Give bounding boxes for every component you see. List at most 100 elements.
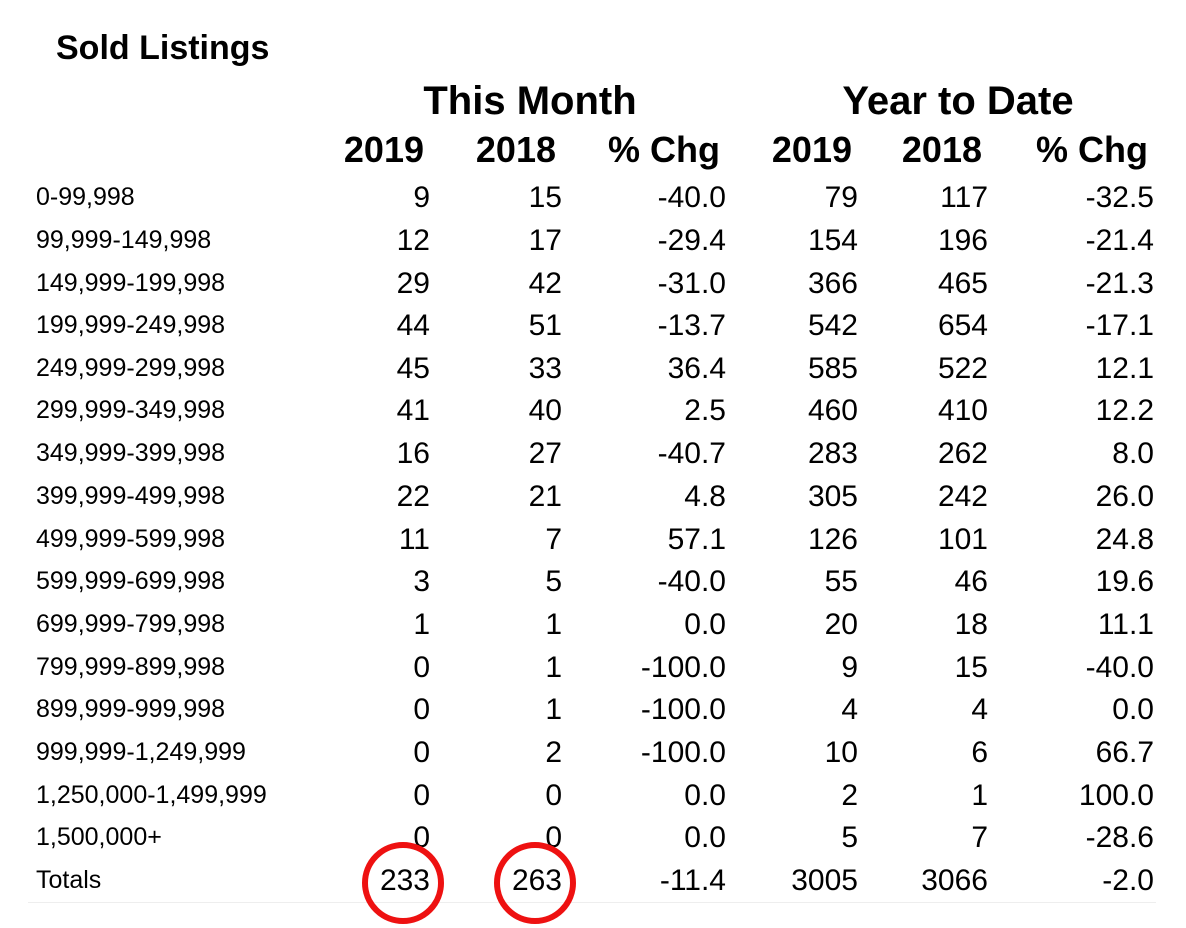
totals-row: Totals 233 263 -11.4 3005 3066 -2.0 (0, 861, 1186, 903)
cell-ytd-2018: 4 (971, 693, 988, 726)
cell-ytd-2019: 4 (841, 693, 858, 726)
price-range-label: 699,999-799,998 (36, 610, 226, 638)
price-range-label: 349,999-399,998 (36, 439, 226, 467)
cell-ytd-pct-chg: -21.4 (1085, 224, 1154, 257)
cell-ytd-pct-chg: 66.7 (1095, 736, 1154, 769)
table-row: 99,999-149,998 12 17 -29.4 154 196 -21.4 (0, 221, 1186, 263)
cell-month-2018: 0 (545, 779, 562, 812)
col-header-ytd-2018: 2018 (901, 129, 982, 170)
table-row: 199,999-249,998 44 51 -13.7 542 654 -17.… (0, 306, 1186, 348)
table-row: 499,999-599,998 11 7 57.1 126 101 24.8 (0, 520, 1186, 562)
cell-month-2019: 9 (413, 181, 430, 214)
cell-month-2018: 5 (545, 565, 562, 598)
cell-ytd-pct-chg: -32.5 (1085, 181, 1154, 214)
cell-month-2018: 15 (528, 181, 562, 214)
cell-ytd-pct-chg: -28.6 (1085, 821, 1154, 854)
totals-label: Totals (36, 866, 102, 894)
table-row: 399,999-499,998 22 21 4.8 305 242 26.0 (0, 477, 1186, 519)
cell-ytd-2018: 6 (971, 736, 988, 769)
cell-ytd-pct-chg: 11.1 (1097, 608, 1154, 641)
price-range-label: 599,999-699,998 (36, 567, 226, 595)
cell-month-pct-chg: -13.7 (657, 309, 726, 342)
cell-ytd-2018: 465 (937, 267, 988, 300)
cell-ytd-pct-chg: -17.1 (1085, 309, 1154, 342)
cell-month-2019: 0 (413, 779, 430, 812)
total-ytd-2019: 3005 (791, 864, 858, 897)
cell-ytd-2018: 262 (937, 437, 988, 470)
cell-month-2018: 1 (545, 651, 562, 684)
cell-ytd-pct-chg: -40.0 (1085, 651, 1154, 684)
cell-month-pct-chg: 36.4 (667, 352, 726, 385)
price-range-label: 399,999-499,998 (36, 482, 226, 510)
cell-ytd-2019: 305 (807, 480, 858, 513)
cell-month-2018: 21 (528, 480, 562, 513)
cell-ytd-2018: 18 (954, 608, 988, 641)
price-range-label: 1,500,000+ (36, 823, 162, 851)
cell-month-2019: 3 (413, 565, 430, 598)
cell-month-2019: 0 (413, 651, 430, 684)
cell-month-2018: 40 (528, 394, 562, 427)
group-header-year-to-date: Year to Date (842, 79, 1074, 123)
cell-ytd-pct-chg: 12.1 (1095, 352, 1154, 385)
table-row: 799,999-899,998 0 1 -100.0 9 15 -40.0 (0, 648, 1186, 690)
cell-ytd-2018: 101 (937, 523, 988, 556)
cell-month-2019: 0 (413, 736, 430, 769)
highlight-circle-total-2019 (362, 842, 444, 924)
cell-month-2018: 17 (528, 224, 562, 257)
cell-ytd-2018: 15 (954, 651, 988, 684)
table-row: 149,999-199,998 29 42 -31.0 366 465 -21.… (0, 264, 1186, 306)
cell-ytd-pct-chg: 19.6 (1095, 565, 1154, 598)
price-range-label: 899,999-999,998 (36, 695, 226, 723)
cell-ytd-2019: 126 (807, 523, 858, 556)
cell-month-2019: 29 (396, 267, 430, 300)
cell-month-pct-chg: -40.0 (657, 565, 726, 598)
cell-month-2019: 45 (396, 352, 430, 385)
table-row: 599,999-699,998 3 5 -40.0 55 46 19.6 (0, 562, 1186, 604)
cell-ytd-2019: 20 (824, 608, 858, 641)
cell-ytd-pct-chg: 24.8 (1095, 523, 1154, 556)
table-row: 699,999-799,998 1 1 0.0 20 18 11.1 (0, 605, 1186, 647)
cell-ytd-2019: 283 (807, 437, 858, 470)
cell-month-pct-chg: -40.0 (657, 181, 726, 214)
cell-ytd-2019: 5 (841, 821, 858, 854)
price-range-label: 0-99,998 (36, 183, 135, 211)
cell-month-2019: 44 (396, 309, 430, 342)
cell-month-2018: 1 (545, 693, 562, 726)
table-row: 999,999-1,249,999 0 2 -100.0 10 6 66.7 (0, 733, 1186, 775)
cell-month-pct-chg: 4.8 (684, 480, 726, 513)
group-header-this-month: This Month (423, 79, 637, 123)
cell-month-pct-chg: -29.4 (657, 224, 726, 257)
cell-month-2018: 42 (528, 267, 562, 300)
price-range-label: 1,250,000-1,499,999 (36, 781, 267, 809)
price-range-label: 199,999-249,998 (36, 311, 226, 339)
col-header-month-2019: 2019 (343, 129, 424, 170)
price-range-label: 499,999-599,998 (36, 525, 226, 553)
cell-ytd-2019: 154 (807, 224, 858, 257)
cell-ytd-2018: 522 (937, 352, 988, 385)
cell-month-pct-chg: 0.0 (684, 779, 726, 812)
cell-ytd-2019: 585 (807, 352, 858, 385)
cell-ytd-2019: 10 (824, 736, 858, 769)
price-range-label: 999,999-1,249,999 (36, 738, 246, 766)
cell-month-2018: 27 (528, 437, 562, 470)
cell-ytd-2018: 654 (937, 309, 988, 342)
table-row: 899,999-999,998 0 1 -100.0 4 4 0.0 (0, 690, 1186, 732)
cell-ytd-pct-chg: 0.0 (1112, 693, 1154, 726)
price-range-label: 99,999-149,998 (36, 226, 212, 254)
cell-month-pct-chg: -100.0 (640, 693, 726, 726)
cell-ytd-2019: 460 (807, 394, 858, 427)
cell-month-pct-chg: 57.1 (667, 523, 726, 556)
total-month-pct-chg: -11.4 (659, 864, 726, 897)
price-range-label: 149,999-199,998 (36, 269, 226, 297)
table-bottom-divider (28, 902, 1156, 903)
cell-ytd-2018: 117 (940, 181, 988, 214)
cell-month-2019: 1 (413, 608, 430, 641)
page-title: Sold Listings (56, 29, 270, 67)
cell-month-2019: 41 (396, 394, 430, 427)
cell-month-2018: 51 (528, 309, 562, 342)
cell-month-2019: 16 (396, 437, 430, 470)
col-header-ytd-pct-chg: % Chg (1036, 129, 1148, 170)
cell-month-2018: 2 (545, 736, 562, 769)
cell-ytd-2018: 1 (971, 779, 988, 812)
cell-ytd-2019: 2 (841, 779, 858, 812)
